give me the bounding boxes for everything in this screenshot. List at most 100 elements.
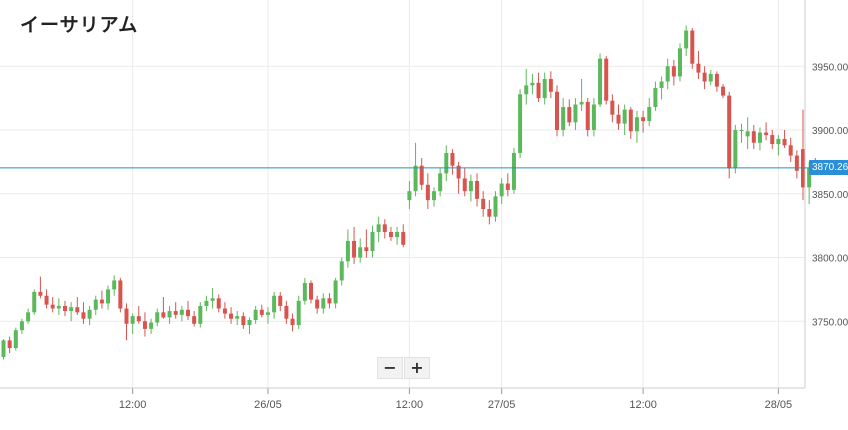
candle [173,302,178,319]
candle [345,229,350,268]
candle-body [733,130,738,169]
candle-body [659,81,664,88]
candle [745,117,750,150]
candle [1,339,6,360]
candle-body [782,138,787,146]
candle-body [518,94,523,153]
candle-body [50,304,55,309]
y-tick-label: 3750.00 [812,317,848,328]
candle-body [653,87,658,108]
candle-body [739,130,744,131]
candle-body [345,240,350,262]
candle-body [432,191,436,201]
candle [764,122,769,141]
chart-grid [0,0,805,388]
candle-body [222,308,227,314]
candle [647,98,652,127]
candle [634,110,639,143]
candle [622,104,627,136]
candle-body [302,283,307,301]
candle [567,99,572,127]
candle-body [425,184,430,201]
candle [684,25,689,57]
candle [616,104,621,130]
candle-body [536,82,541,99]
candle-body [468,181,473,192]
candle-body [272,295,277,313]
candle [733,124,738,174]
candle [315,295,320,314]
candle [782,130,787,148]
candle [493,191,498,222]
candle [302,277,307,305]
candle [124,303,129,341]
candle-body [32,291,37,313]
candle [309,280,313,304]
candle-body [376,224,381,232]
candle-body [727,95,732,169]
candle-body [511,152,516,190]
candle-body [628,109,633,132]
candle-body [757,132,762,143]
candle [265,307,270,324]
candle-body [579,101,584,105]
candle [216,294,221,313]
candle [708,70,713,86]
candle [296,295,301,329]
candle [776,135,781,156]
candle [518,89,523,159]
candle-body [26,312,31,322]
candle [339,257,344,286]
candle-body [167,311,172,318]
candle-body [745,131,750,137]
candle [561,98,566,137]
candle [192,311,197,327]
candle-body [7,340,12,349]
x-tick-label: 28/05 [765,399,793,411]
candle-body [788,145,793,156]
candle [770,130,775,150]
candle [462,168,467,197]
candle-body [438,173,443,192]
candle-body [173,311,178,315]
candle [573,98,578,130]
candle-body [216,298,221,309]
candle-body [475,181,480,199]
y-tick-label: 3800.00 [812,254,848,265]
candle-body [87,309,92,319]
candle-body [481,198,486,210]
candle [524,68,529,105]
candle [358,238,363,263]
candle [788,137,793,162]
zoom-out-button[interactable]: − [377,357,403,379]
candle [530,73,535,95]
candle-body [542,79,547,99]
candle [450,149,455,175]
candle [235,311,240,326]
candle [272,291,277,319]
candle-body [112,280,117,290]
candle [63,300,67,317]
candle [456,161,461,194]
candle [438,168,443,197]
candle [222,302,227,319]
candle [130,313,135,334]
candle [19,318,24,334]
candle [99,290,104,309]
candle-body [235,316,240,319]
candle-body [284,305,289,319]
zoom-in-button[interactable]: + [404,357,430,379]
candle-body [401,232,406,245]
candle-body [124,308,129,324]
candle [536,72,541,102]
candle-body [370,232,375,252]
candle [585,98,590,137]
candle [468,174,473,202]
candle [604,56,609,105]
candle-body [278,295,283,306]
current-price-tag: 3870.26 [809,159,848,175]
candle [401,224,406,248]
candle-body [333,280,338,304]
candle-body [321,298,326,309]
candle-body [770,135,775,145]
